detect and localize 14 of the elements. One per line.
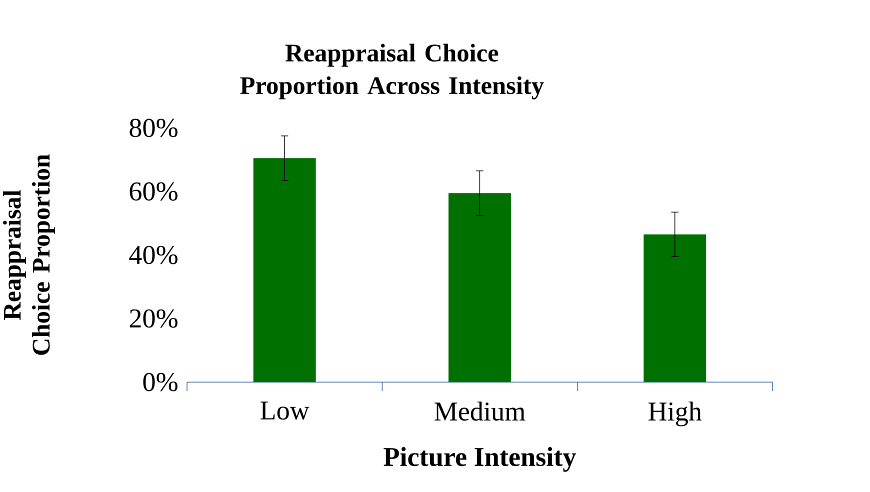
bar <box>253 158 316 382</box>
y-tick-label: 20% <box>130 309 178 328</box>
y-tick-label: 0% <box>143 372 178 392</box>
y-tick-label: 80% <box>130 118 178 138</box>
y-axis-title: Reappraisal Choice Proportion <box>3 154 55 355</box>
bar <box>644 234 706 382</box>
chart-title: Reappraisal Choice Proportion Across Intensity <box>240 44 544 100</box>
x-tick-label: Low <box>260 402 310 420</box>
x-axis-title: Picture Intensity <box>384 447 576 472</box>
y-tick-label: 40% <box>129 246 178 264</box>
bar <box>448 193 511 382</box>
x-tick-label: High <box>648 402 702 426</box>
x-tick-label: Medium <box>434 402 526 421</box>
y-tick-label: 60% <box>130 182 178 201</box>
